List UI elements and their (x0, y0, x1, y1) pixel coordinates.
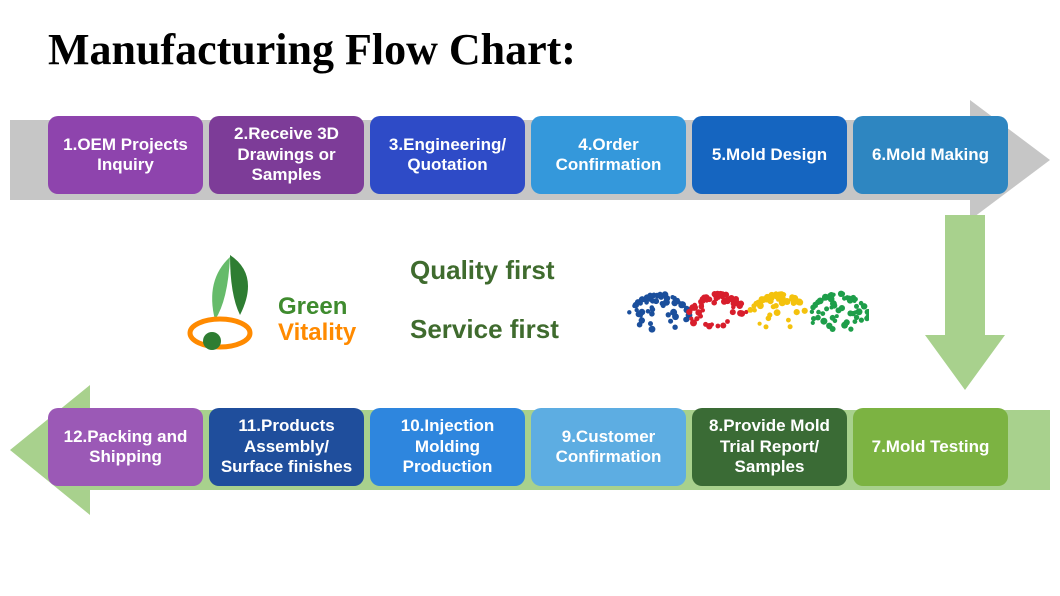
top-step-6: 6.Mold Making (853, 116, 1008, 194)
top-step-3: 3.Engineering/ Quotation (370, 116, 525, 194)
middle-band: Green Vitality Quality first Service fir… (170, 240, 950, 360)
bottom-step-6: 7.Mold Testing (853, 408, 1008, 486)
top-step-1: 1.OEM Projects Inquiry (48, 116, 203, 194)
slogans: Quality first Service first (410, 255, 559, 345)
bottom-step-3: 10.Injection Molding Production (370, 408, 525, 486)
bottom-step-2: 11.Products Assembly/ Surface finishes (209, 408, 364, 486)
slogan-quality: Quality first (410, 255, 559, 286)
top-step-row: 1.OEM Projects Inquiry2.Receive 3D Drawi… (48, 116, 1008, 194)
bottom-step-row: 12.Packing and Shipping11.Products Assem… (48, 408, 1008, 486)
company-logo: Green Vitality (170, 245, 390, 355)
logo-text-orange: Vitality (278, 319, 356, 347)
bottom-step-4: 9.Customer Confirmation (531, 408, 686, 486)
page-title: Manufacturing Flow Chart: (48, 24, 576, 75)
top-step-5: 5.Mold Design (692, 116, 847, 194)
plastic-pellets (619, 255, 869, 345)
bottom-step-1: 12.Packing and Shipping (48, 408, 203, 486)
bottom-step-5: 8.Provide Mold Trial Report/ Samples (692, 408, 847, 486)
leaf-icon (170, 245, 290, 355)
top-step-2: 2.Receive 3D Drawings or Samples (209, 116, 364, 194)
logo-text-green: Green (278, 293, 347, 321)
top-step-4: 4.Order Confirmation (531, 116, 686, 194)
slogan-service: Service first (410, 314, 559, 345)
